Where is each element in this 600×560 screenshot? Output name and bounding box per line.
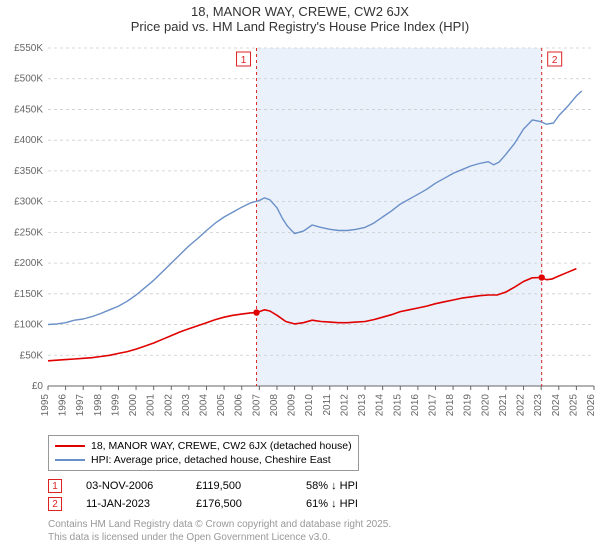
legend-label: HPI: Average price, detached house, Ches… [91,454,331,466]
svg-text:2021: 2021 [498,394,509,417]
sale-data-rows: 1 03-NOV-2006£119,50058% ↓ HPI 2 11-JAN-202… [48,477,600,513]
svg-text:£500K: £500K [14,74,43,85]
svg-text:2000: 2000 [128,394,139,417]
sale-pct-vs-hpi: 61% ↓ HPI [306,498,426,510]
attribution-line2: This data is licensed under the Open Gov… [48,532,600,545]
svg-text:2002: 2002 [163,394,174,417]
svg-text:2017: 2017 [427,394,438,417]
svg-text:2011: 2011 [322,394,333,416]
svg-text:2008: 2008 [269,394,280,417]
legend: 18, MANOR WAY, CREWE, CW2 6JX (detached … [48,435,359,471]
legend-item: 18, MANOR WAY, CREWE, CW2 6JX (detached … [55,439,352,453]
svg-text:£400K: £400K [14,135,43,146]
svg-text:2025: 2025 [568,394,579,417]
svg-text:2007: 2007 [251,394,262,417]
svg-text:2012: 2012 [339,394,350,417]
svg-text:2004: 2004 [199,394,210,417]
sale-price: £176,500 [196,498,306,510]
sale-marker-badge: 2 [48,497,62,511]
svg-text:2015: 2015 [392,394,403,417]
sale-price: £119,500 [196,480,306,492]
sale-date: 03-NOV-2006 [86,480,196,492]
svg-text:£200K: £200K [14,258,43,269]
svg-text:2: 2 [552,55,558,66]
title-address: 18, MANOR WAY, CREWE, CW2 6JX [0,4,600,19]
svg-text:2005: 2005 [216,394,227,417]
sale-row: 1 03-NOV-2006£119,50058% ↓ HPI [48,477,600,495]
sale-row: 2 11-JAN-2023£176,50061% ↓ HPI [48,495,600,513]
svg-text:2022: 2022 [516,394,527,417]
title-block: 18, MANOR WAY, CREWE, CW2 6JX Price paid… [0,0,600,36]
svg-text:£50K: £50K [20,350,44,361]
svg-text:£300K: £300K [14,197,43,208]
svg-text:£450K: £450K [14,104,43,115]
svg-text:2001: 2001 [146,394,157,417]
svg-text:2013: 2013 [357,394,368,417]
svg-text:2003: 2003 [181,394,192,417]
sale-marker-badge: 1 [48,479,62,493]
chart-container: 18, MANOR WAY, CREWE, CW2 6JX Price paid… [0,0,600,560]
svg-text:2020: 2020 [480,394,491,417]
svg-text:£250K: £250K [14,227,43,238]
svg-text:2026: 2026 [586,394,597,417]
svg-text:1996: 1996 [58,394,69,417]
attribution: Contains HM Land Registry data © Crown c… [48,519,600,544]
chart-area: £0 £50K £100K £150K £200K £250K £300K £350K £400… [0,36,600,431]
legend-item: HPI: Average price, detached house, Ches… [55,453,352,467]
svg-text:1995: 1995 [40,394,51,417]
legend-label: 18, MANOR WAY, CREWE, CW2 6JX (detached … [91,440,352,452]
svg-text:£550K: £550K [14,43,43,54]
svg-text:£150K: £150K [14,289,43,300]
svg-text:2009: 2009 [287,394,298,417]
svg-text:2024: 2024 [551,394,562,417]
svg-text:2014: 2014 [375,394,386,417]
title-subtitle: Price paid vs. HM Land Registry's House … [0,19,600,34]
sale-pct-vs-hpi: 58% ↓ HPI [306,480,426,492]
legend-swatch [55,445,85,447]
svg-text:£350K: £350K [14,166,43,177]
chart-svg: £0 £50K £100K £150K £200K £250K £300K £350K £400… [0,36,600,431]
svg-text:2023: 2023 [533,394,544,417]
svg-text:£100K: £100K [14,320,43,331]
svg-text:2018: 2018 [445,394,456,417]
svg-text:1997: 1997 [75,394,86,417]
sale-date: 11-JAN-2023 [86,498,196,510]
svg-text:2010: 2010 [304,394,315,417]
svg-text:2019: 2019 [463,394,474,417]
svg-text:2006: 2006 [234,394,245,417]
svg-text:£0: £0 [32,381,44,392]
svg-text:1998: 1998 [93,394,104,417]
legend-swatch [55,459,85,461]
svg-text:1: 1 [241,55,247,66]
svg-text:1999: 1999 [110,394,121,417]
svg-text:2016: 2016 [410,394,421,417]
attribution-line1: Contains HM Land Registry data © Crown c… [48,519,600,532]
